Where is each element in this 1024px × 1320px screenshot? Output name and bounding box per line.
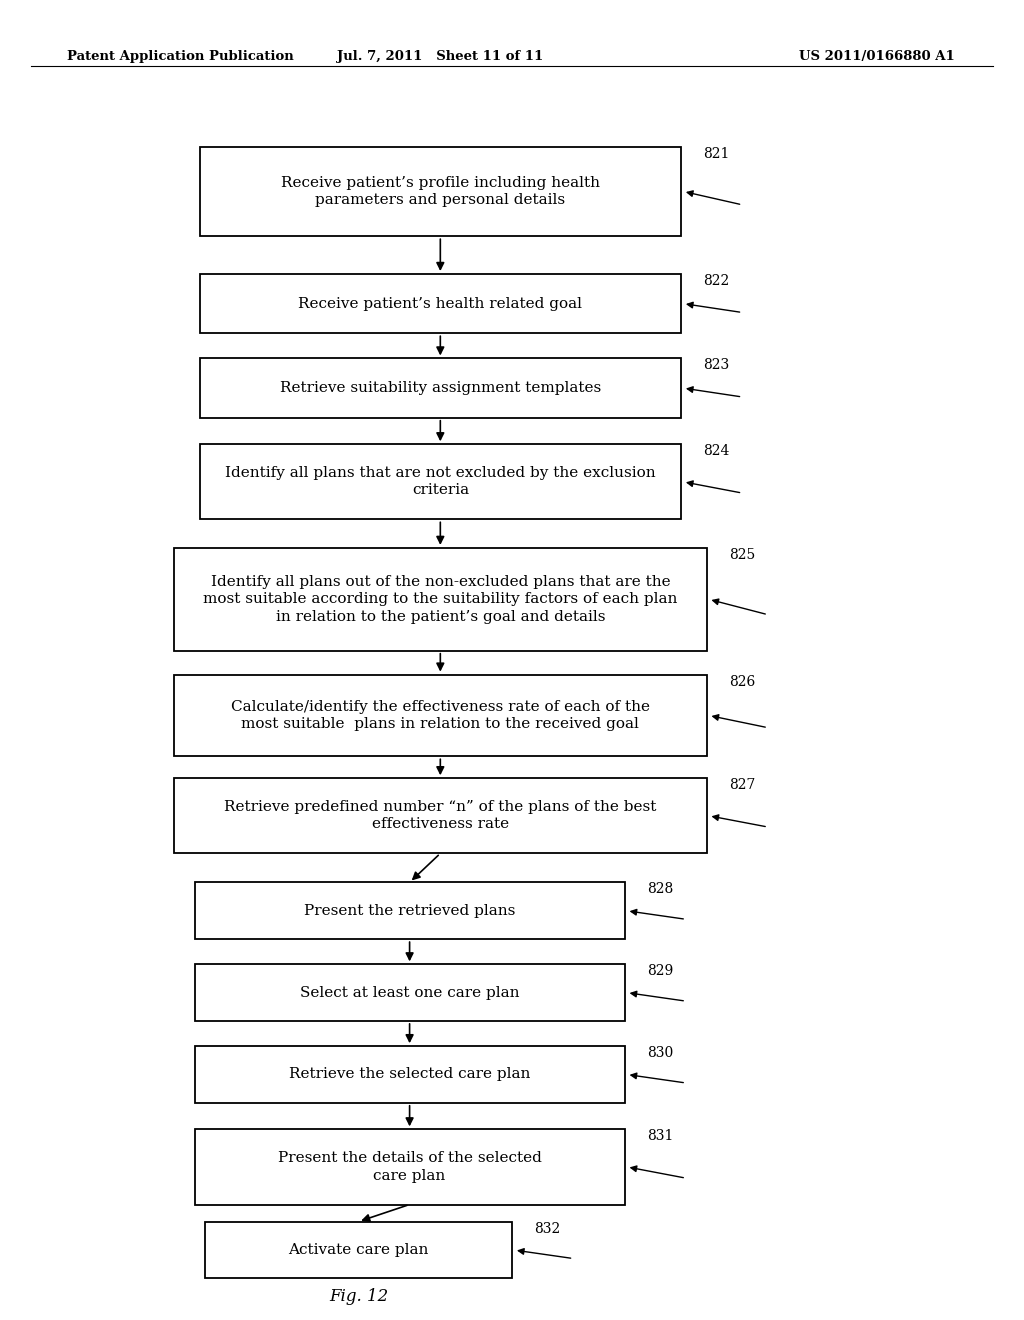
FancyBboxPatch shape bbox=[195, 1129, 625, 1204]
Text: Calculate/identify the effectiveness rate of each of the
most suitable  plans in: Calculate/identify the effectiveness rat… bbox=[230, 700, 650, 731]
Text: 826: 826 bbox=[729, 675, 756, 689]
Text: Select at least one care plan: Select at least one care plan bbox=[300, 986, 519, 999]
Text: Retrieve predefined number “n” of the plans of the best
effectiveness rate: Retrieve predefined number “n” of the pl… bbox=[224, 800, 656, 832]
FancyBboxPatch shape bbox=[195, 964, 625, 1022]
Text: Retrieve suitability assignment templates: Retrieve suitability assignment template… bbox=[280, 381, 601, 395]
FancyBboxPatch shape bbox=[205, 1222, 512, 1278]
Text: Identify all plans that are not excluded by the exclusion
criteria: Identify all plans that are not excluded… bbox=[225, 466, 655, 498]
Text: US 2011/0166880 A1: US 2011/0166880 A1 bbox=[799, 50, 954, 63]
FancyBboxPatch shape bbox=[174, 675, 707, 756]
Text: Receive patient’s profile including health
parameters and personal details: Receive patient’s profile including heal… bbox=[281, 176, 600, 207]
FancyBboxPatch shape bbox=[200, 273, 681, 333]
Text: Jul. 7, 2011   Sheet 11 of 11: Jul. 7, 2011 Sheet 11 of 11 bbox=[337, 50, 544, 63]
Text: 823: 823 bbox=[703, 359, 730, 372]
FancyBboxPatch shape bbox=[174, 777, 707, 854]
Text: Identify all plans out of the non-excluded plans that are the
most suitable acco: Identify all plans out of the non-exclud… bbox=[203, 576, 678, 623]
FancyBboxPatch shape bbox=[200, 358, 681, 417]
Text: Activate care plan: Activate care plan bbox=[288, 1243, 429, 1257]
FancyBboxPatch shape bbox=[200, 444, 681, 519]
Text: 822: 822 bbox=[703, 275, 730, 288]
FancyBboxPatch shape bbox=[174, 548, 707, 651]
Text: Fig. 12: Fig. 12 bbox=[329, 1288, 388, 1304]
Text: 825: 825 bbox=[729, 548, 756, 562]
Text: 832: 832 bbox=[535, 1222, 561, 1236]
FancyBboxPatch shape bbox=[200, 147, 681, 236]
Text: Retrieve the selected care plan: Retrieve the selected care plan bbox=[289, 1068, 530, 1081]
Text: Receive patient’s health related goal: Receive patient’s health related goal bbox=[298, 297, 583, 310]
Text: 831: 831 bbox=[647, 1129, 674, 1143]
Text: 824: 824 bbox=[703, 444, 730, 458]
FancyBboxPatch shape bbox=[195, 1045, 625, 1104]
Text: Present the retrieved plans: Present the retrieved plans bbox=[304, 904, 515, 917]
Text: 830: 830 bbox=[647, 1045, 674, 1060]
Text: 827: 827 bbox=[729, 777, 756, 792]
FancyBboxPatch shape bbox=[195, 883, 625, 940]
Text: 828: 828 bbox=[647, 882, 674, 896]
Text: 829: 829 bbox=[647, 964, 674, 978]
Text: Present the details of the selected
care plan: Present the details of the selected care… bbox=[278, 1151, 542, 1183]
Text: 821: 821 bbox=[703, 147, 730, 161]
Text: Patent Application Publication: Patent Application Publication bbox=[67, 50, 293, 63]
